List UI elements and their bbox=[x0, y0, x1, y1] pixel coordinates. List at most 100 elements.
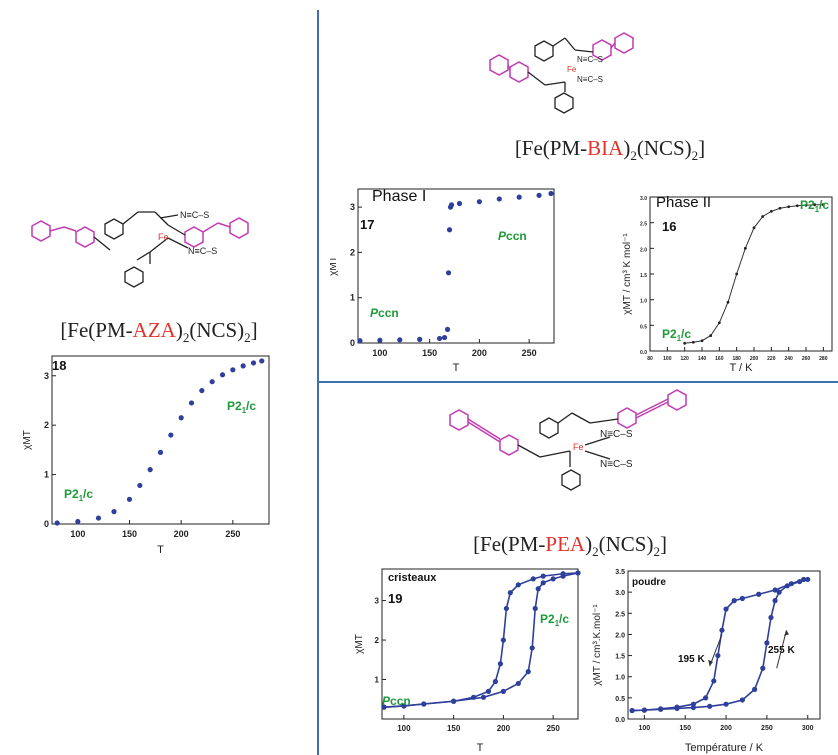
data-point bbox=[772, 598, 778, 604]
svg-text:Fe: Fe bbox=[573, 442, 584, 452]
transition-label: 195 K bbox=[678, 654, 705, 665]
phase-label: P21/c bbox=[662, 327, 691, 343]
data-point bbox=[548, 190, 554, 197]
chart-poudre: 100 150 200 250 300 0.0 0.5 1.0 1.5 2.0 2.5 3.0 3.5 T… bbox=[592, 569, 821, 754]
panel-title: Phase II bbox=[656, 194, 711, 211]
phase-label: P21/c bbox=[64, 487, 93, 503]
cooling-arrow-head bbox=[708, 659, 713, 667]
x-tick-label: 180 bbox=[732, 356, 741, 362]
y-tick-label: 0 bbox=[350, 338, 355, 348]
data-point bbox=[421, 701, 427, 707]
y-tick-label: 3 bbox=[375, 597, 380, 606]
data-point bbox=[436, 335, 443, 342]
x-tick-label: 100 bbox=[397, 724, 411, 733]
svg-text:N≡C–S: N≡C–S bbox=[577, 55, 603, 64]
data-point bbox=[445, 270, 452, 276]
y-tick-label: 2 bbox=[44, 420, 49, 430]
data-point bbox=[168, 432, 174, 438]
phase-label: P21/c bbox=[540, 612, 569, 628]
data-point bbox=[764, 640, 770, 646]
plot-frame bbox=[51, 355, 270, 525]
y-tick-label: 0.5 bbox=[640, 324, 647, 330]
compound-number: 19 bbox=[388, 591, 402, 606]
y-axis-label: χMT / cm³ K mol⁻¹ bbox=[622, 233, 633, 315]
panel-title: Phase I bbox=[372, 188, 426, 205]
data-point bbox=[401, 703, 407, 709]
x-tick-label: 150 bbox=[422, 348, 437, 358]
y-tick-label: 1 bbox=[350, 293, 355, 303]
data-point bbox=[503, 605, 509, 612]
x-tick-label: 200 bbox=[174, 529, 189, 539]
data-point bbox=[674, 705, 680, 712]
x-tick-label: 160 bbox=[715, 356, 724, 362]
data-point bbox=[444, 326, 451, 333]
data-point bbox=[813, 203, 817, 207]
data-point bbox=[760, 665, 766, 671]
formula-aza: [Fe(PM-AZA)2(NCS)2] bbox=[60, 318, 258, 346]
y-tick-label: 1.0 bbox=[640, 299, 647, 305]
x-tick-label: 120 bbox=[680, 356, 689, 362]
data-point bbox=[769, 209, 773, 213]
data-point bbox=[717, 321, 721, 325]
y-tick-label: 1.5 bbox=[640, 273, 647, 279]
data-point bbox=[768, 614, 774, 621]
y-tick-label: 2.5 bbox=[640, 222, 647, 228]
data-point bbox=[709, 334, 713, 337]
x-axis-label: Température / K bbox=[685, 742, 764, 754]
x-axis-label: T bbox=[477, 742, 484, 754]
data-point bbox=[496, 196, 502, 202]
x-tick-label: 100 bbox=[70, 529, 85, 539]
ligand-aza: AZA bbox=[132, 318, 176, 342]
x-tick-label: 200 bbox=[750, 356, 759, 362]
phase-label: Pccn bbox=[382, 694, 411, 708]
x-tick-label: 250 bbox=[546, 724, 560, 733]
x-axis-label: T bbox=[157, 544, 164, 556]
data-point bbox=[456, 200, 463, 207]
data-point bbox=[700, 339, 704, 343]
compound-number: 18 bbox=[52, 358, 66, 373]
data-point bbox=[507, 590, 513, 596]
cooling-arrow bbox=[709, 634, 723, 667]
data-point bbox=[54, 520, 60, 526]
horizontal-divider bbox=[318, 381, 838, 383]
x-tick-label: 250 bbox=[225, 529, 240, 539]
plot-frame bbox=[649, 196, 833, 352]
data-point bbox=[485, 688, 492, 694]
data-point bbox=[157, 449, 164, 455]
y-tick-label: 1 bbox=[44, 470, 49, 480]
panel-title: cristeaux bbox=[388, 572, 437, 584]
data-point bbox=[137, 482, 143, 489]
fe-atom-label: Fe bbox=[158, 232, 169, 242]
data-point bbox=[178, 415, 184, 421]
plot-frame bbox=[627, 570, 821, 720]
data-point bbox=[739, 595, 745, 602]
data-point bbox=[147, 467, 153, 473]
x-tick-label: 150 bbox=[447, 724, 461, 733]
phase-label: P21/c bbox=[227, 399, 256, 415]
y-tick-label: 2.0 bbox=[640, 247, 647, 253]
y-tick-label: 1.5 bbox=[615, 654, 625, 661]
x-axis-label: T bbox=[453, 362, 460, 374]
data-point bbox=[540, 580, 546, 586]
data-point bbox=[715, 652, 721, 659]
phase-label: P21/c bbox=[800, 198, 829, 214]
data-point bbox=[357, 338, 363, 344]
compound-number: 16 bbox=[662, 219, 676, 234]
data-point bbox=[75, 518, 81, 525]
y-tick-label: 2 bbox=[350, 247, 355, 257]
y-axis-label: χMT bbox=[22, 430, 33, 450]
data-point bbox=[451, 698, 457, 704]
data-point bbox=[731, 598, 737, 604]
y-tick-label: 3.0 bbox=[640, 196, 647, 202]
x-tick-label: 220 bbox=[767, 356, 776, 362]
data-point bbox=[787, 205, 791, 209]
data-point bbox=[719, 627, 725, 633]
x-tick-label: 100 bbox=[638, 725, 650, 732]
svg-text:N≡C–S: N≡C–S bbox=[180, 210, 209, 220]
data-point bbox=[683, 341, 687, 345]
y-tick-label: 3 bbox=[44, 371, 49, 381]
x-axis-label: T / K bbox=[729, 362, 753, 373]
